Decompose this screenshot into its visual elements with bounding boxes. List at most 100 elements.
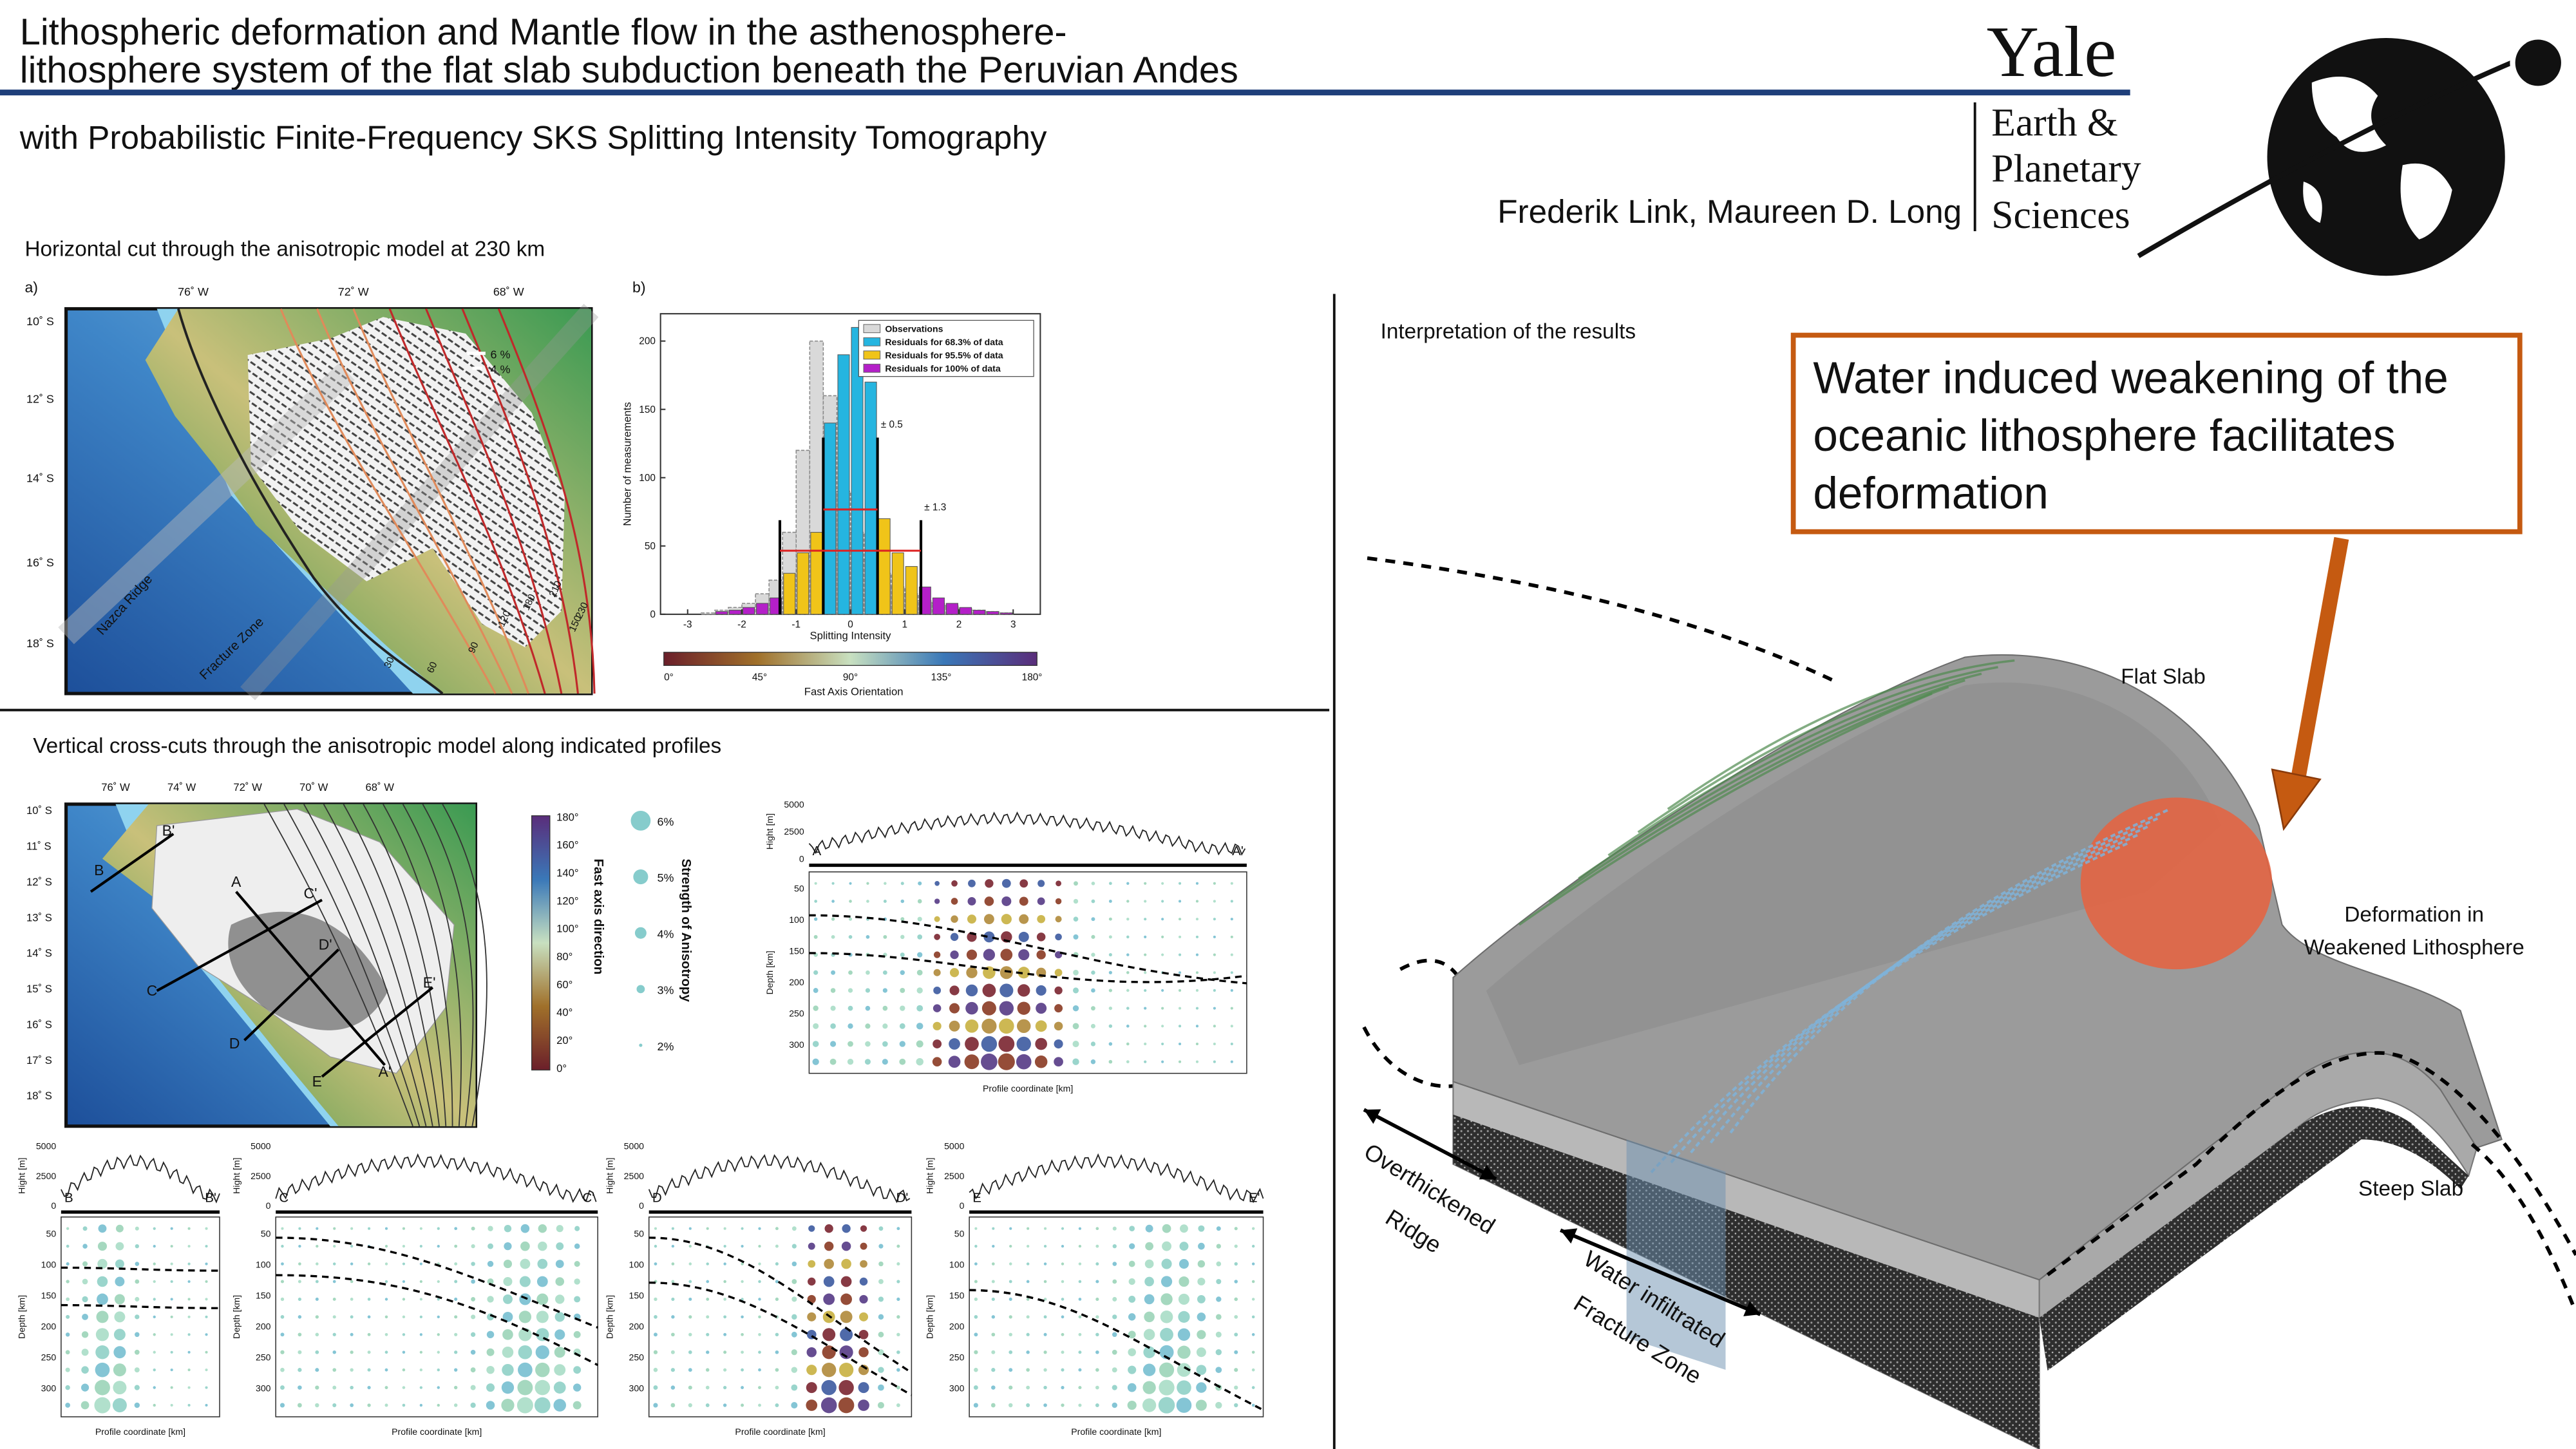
anisotropy-dot [791, 1279, 797, 1284]
anisotropy-dot [1197, 1295, 1206, 1303]
depth-tick-label: 300 [629, 1383, 644, 1393]
anisotropy-dot [82, 1313, 88, 1320]
height-axis-label: Hight [m] [925, 1157, 935, 1193]
y-tick-label: 150 [639, 404, 656, 415]
anisotropy-dot [824, 1224, 833, 1233]
callout-arrow-head [2271, 768, 2322, 831]
anisotropy-dot [1108, 900, 1112, 903]
anisotropy-dot [1126, 953, 1130, 956]
residual-bar [987, 611, 999, 615]
anisotropy-dot [1009, 1297, 1012, 1301]
anisotropy-dot [66, 1280, 70, 1283]
anisotropy-dot [205, 1404, 208, 1407]
anisotropy-dot [536, 1328, 549, 1341]
anisotropy-dot [384, 1298, 388, 1301]
anisotropy-dot [706, 1315, 710, 1319]
anisotropy-dot [1072, 1005, 1079, 1012]
anisotropy-dot [1162, 1241, 1171, 1251]
anisotropy-dot [1178, 1007, 1182, 1010]
anisotropy-dot [999, 966, 1013, 980]
anisotropy-dot [933, 987, 942, 994]
anisotropy-dot [1128, 1260, 1135, 1267]
anisotropy-dot [1095, 1315, 1099, 1319]
moon-light [2510, 43, 2527, 83]
anisotropy-dot [1018, 931, 1029, 942]
anisotropy-dot [951, 898, 958, 905]
anisotropy-dot [187, 1262, 191, 1265]
anisotropy-dot [402, 1298, 406, 1301]
anisotropy-dot [170, 1298, 173, 1301]
anisotropy-dot [791, 1244, 797, 1249]
model-label: Steep Slab [2358, 1177, 2463, 1200]
anisotropy-dot [1178, 971, 1182, 974]
anisotropy-dot [758, 1280, 761, 1283]
section-end-label: E' [1249, 1191, 1260, 1206]
anisotropy-dot [847, 1059, 854, 1065]
anisotropy-dot [1091, 917, 1095, 922]
globe [2267, 37, 2505, 276]
legend-label: Observations [885, 323, 943, 334]
anisotropy-dot [1142, 1363, 1156, 1376]
anisotropy-dot [688, 1315, 692, 1319]
anisotropy-dot [536, 1276, 548, 1287]
anisotropy-dot [1112, 1262, 1117, 1266]
anisotropy-dot [554, 1312, 565, 1322]
anisotropy-dot [758, 1386, 761, 1390]
legend-label: Residuals for 95.5% of data [885, 350, 1003, 360]
anisotropy-dot [829, 1041, 837, 1047]
section-frame [648, 1216, 913, 1417]
anisotropy-dot [1026, 1262, 1030, 1265]
anisotropy-dot [1073, 898, 1079, 904]
size-legend-label: 3% [658, 984, 674, 997]
anisotropy-dot [419, 1333, 422, 1336]
anisotropy-dot [775, 1227, 779, 1231]
anisotropy-dot [1043, 1332, 1047, 1336]
anisotropy-dot [1197, 1277, 1206, 1286]
anisotropy-dot [859, 1312, 869, 1321]
anisotropy-dot [653, 1367, 658, 1372]
anisotropy-dot [1078, 1227, 1082, 1230]
height-tick-label: 2500 [784, 826, 804, 837]
height-tick-label: 5000 [944, 1141, 965, 1151]
anisotropy-dot [65, 1385, 70, 1390]
anisotropy-dot [1198, 1242, 1205, 1250]
legend-swatch [863, 324, 881, 334]
anisotropy-dot [153, 1298, 156, 1301]
key-message: deformation [1813, 468, 2049, 518]
topography [808, 811, 1246, 856]
anisotropy-dot [1178, 989, 1182, 992]
anisotropy-dot [822, 1345, 836, 1359]
anisotropy-dot [1251, 1227, 1255, 1230]
anisotropy-dot [573, 1331, 581, 1338]
anisotropy-dot [1251, 1262, 1255, 1265]
colorbar-tick-label: 180° [1022, 672, 1043, 683]
anisotropy-dot [350, 1298, 354, 1301]
anisotropy-dot [487, 1278, 494, 1285]
anisotropy-dot [115, 1224, 124, 1233]
anisotropy-dot [878, 1331, 884, 1338]
height-tick-label: 5000 [251, 1141, 271, 1151]
anisotropy-dot [1043, 1350, 1047, 1354]
anisotropy-dot [1195, 953, 1199, 956]
size-legend-dot [636, 985, 645, 994]
anisotropy-dot [791, 1226, 797, 1231]
anisotropy-dot [503, 1294, 513, 1304]
fracture-zone-face [1626, 1139, 1726, 1370]
section-start-label: B [64, 1191, 73, 1206]
anisotropy-dot [1144, 953, 1147, 956]
anisotropy-dot [574, 1278, 580, 1285]
anisotropy-dot [1017, 1001, 1030, 1015]
anisotropy-dot [865, 1023, 871, 1029]
section-start-label: A [813, 844, 822, 858]
x-axis-label: Splitting Intensity [810, 629, 892, 641]
anisotropy-dot [1159, 1379, 1175, 1396]
green-streak [1667, 659, 2015, 810]
anisotropy-dot [1230, 989, 1233, 992]
anisotropy-dot [900, 934, 905, 940]
anisotropy-dot [933, 951, 941, 958]
anisotropy-dot [470, 1332, 476, 1337]
anisotropy-dot [298, 1227, 301, 1230]
anisotropy-dot [896, 1280, 900, 1283]
anisotropy-dot [878, 1279, 884, 1284]
anisotropy-dot [384, 1245, 388, 1248]
